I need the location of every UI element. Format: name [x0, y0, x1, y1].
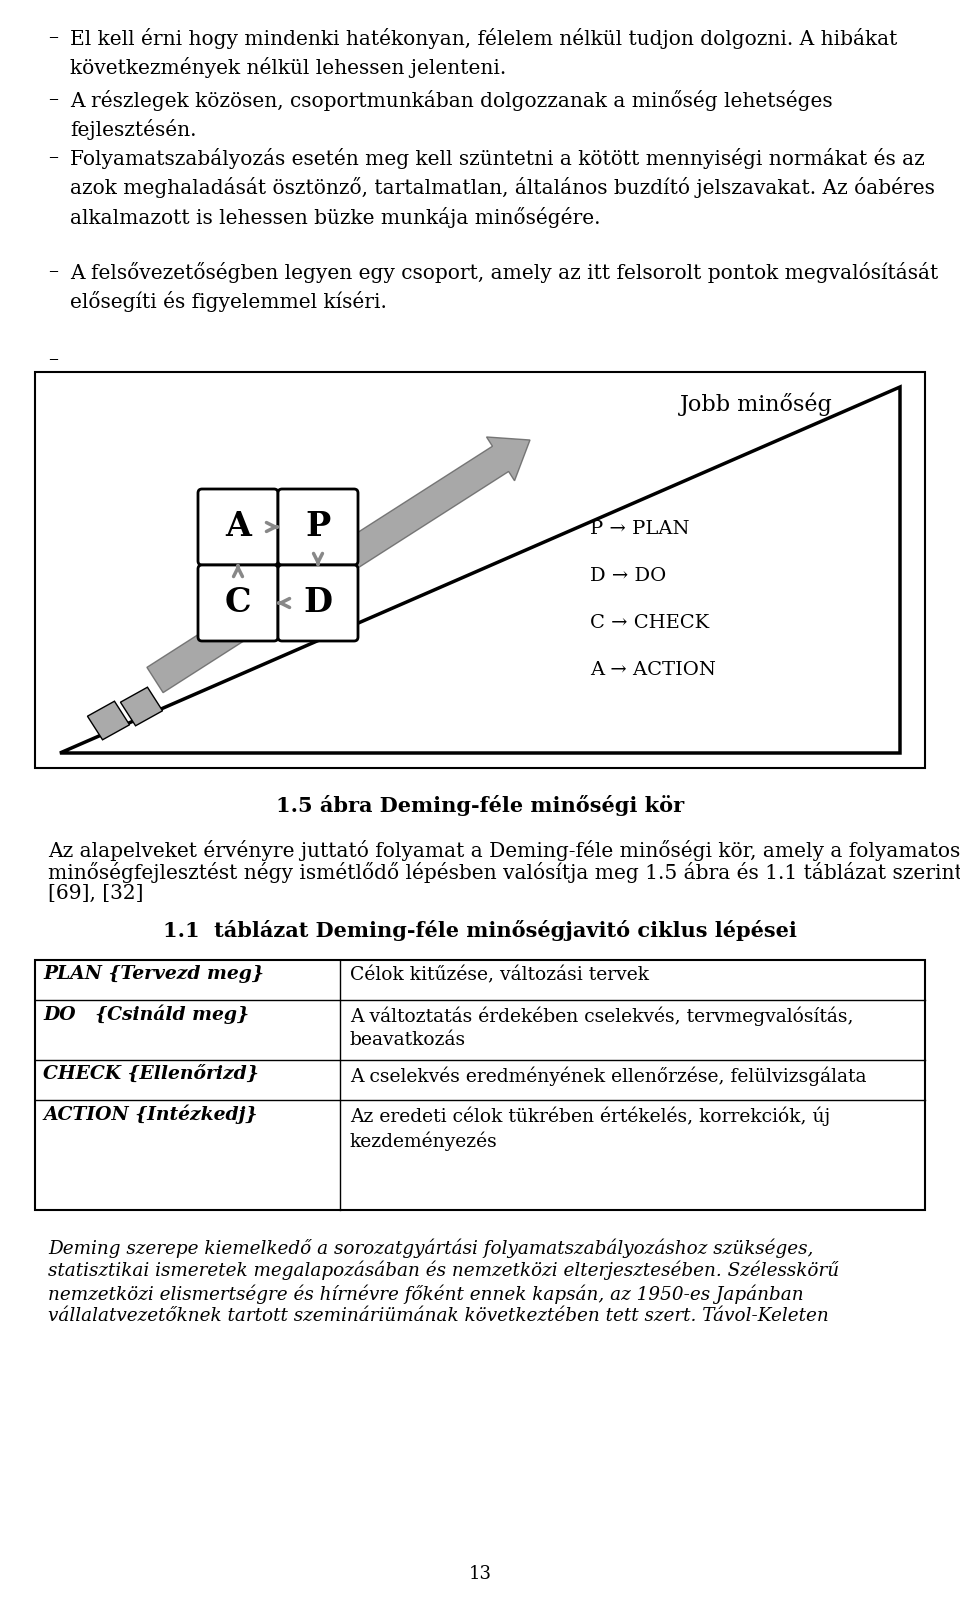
Text: –: –	[48, 29, 58, 46]
Text: minőségfejlesztést négy ismétlődő lépésben valósítja meg 1.5 ábra és 1.1 tábláza: minőségfejlesztést négy ismétlődő lépésb…	[48, 862, 960, 883]
Polygon shape	[120, 688, 162, 726]
Text: DO   {Csináld meg}: DO {Csináld meg}	[43, 1006, 249, 1025]
Text: D → DO: D → DO	[590, 568, 666, 585]
Text: A → ACTION: A → ACTION	[590, 660, 716, 680]
Text: PLAN {Tervezd meg}: PLAN {Tervezd meg}	[43, 966, 264, 983]
Text: A részlegek közösen, csoportmunkában dolgozzanak a minőség lehetséges
fejlesztés: A részlegek közösen, csoportmunkában dol…	[70, 90, 832, 141]
Text: CHECK {Ellenőrizd}: CHECK {Ellenőrizd}	[43, 1065, 259, 1083]
Text: [69], [32]: [69], [32]	[48, 884, 143, 903]
FancyArrow shape	[147, 437, 530, 692]
Text: Jobb minőség: Jobb minőség	[680, 392, 832, 416]
Text: P: P	[305, 510, 330, 544]
Text: Célok kitűzése, változási tervek: Célok kitűzése, változási tervek	[350, 966, 649, 983]
Text: Az eredeti célok tükrében értékelés, korrekciók, új
kezdeményezés: Az eredeti célok tükrében értékelés, kor…	[350, 1107, 830, 1151]
Text: Folyamatszabályozás esetén meg kell szüntetni a kötött mennyiségi normákat és az: Folyamatszabályozás esetén meg kell szün…	[70, 149, 935, 229]
Text: A változtatás érdekében cselekvés, tervmegvalósítás,
beavatkozás: A változtatás érdekében cselekvés, tervm…	[350, 1006, 853, 1049]
Text: ACTION {Intézkedj}: ACTION {Intézkedj}	[43, 1105, 257, 1124]
FancyBboxPatch shape	[198, 489, 278, 564]
Text: A cselekvés eredményének ellenőrzése, felülvizsgálata: A cselekvés eredményének ellenőrzése, fe…	[350, 1067, 867, 1086]
Text: 1.1  táblázat Deming-féle minőségjavitó ciklus lépései: 1.1 táblázat Deming-féle minőségjavitó c…	[163, 919, 797, 940]
Text: nemzetközi elismertségre és hírnévre főként ennek kapsán, az 1950-es Japánban: nemzetközi elismertségre és hírnévre fők…	[48, 1284, 804, 1303]
Text: El kell érni hogy mindenki hatékonyan, félelem nélkül tudjon dolgozni. A hibákat: El kell érni hogy mindenki hatékonyan, f…	[70, 29, 898, 78]
Text: P → PLAN: P → PLAN	[590, 520, 689, 537]
Text: –: –	[48, 350, 58, 369]
Text: A felsővezetőségben legyen egy csoport, amely az itt felsorolt pontok megvalósít: A felsővezetőségben legyen egy csoport, …	[70, 262, 938, 312]
Bar	[35, 959, 925, 1210]
Text: vállalatvezetőknek tartott szemináriümának következtében tett szert. Távol-Kelet: vállalatvezetőknek tartott szemináriümán…	[48, 1306, 828, 1326]
Text: –: –	[48, 149, 58, 166]
Text: C: C	[225, 587, 252, 619]
Text: statisztikai ismeretek megalapozásában és nemzetközi elterjesztesében. Szélesskö: statisztikai ismeretek megalapozásában é…	[48, 1262, 839, 1281]
Bar	[35, 373, 925, 768]
Text: C → CHECK: C → CHECK	[590, 614, 709, 632]
Text: D: D	[303, 587, 332, 619]
FancyBboxPatch shape	[198, 564, 278, 641]
FancyBboxPatch shape	[278, 564, 358, 641]
Text: 1.5 ábra Deming-féle minőségi kör: 1.5 ábra Deming-féle minőségi kör	[276, 795, 684, 815]
Text: 13: 13	[468, 1565, 492, 1583]
Text: A: A	[225, 510, 251, 544]
Text: Deming szerepe kiemelkedő a sorozatgyártási folyamatszabályozáshoz szükséges,: Deming szerepe kiemelkedő a sorozatgyárt…	[48, 1238, 813, 1257]
FancyBboxPatch shape	[278, 489, 358, 564]
Text: –: –	[48, 262, 58, 281]
Text: Az alapelveket érvényre juttató folyamat a Deming-féle minőségi kör, amely a fol: Az alapelveket érvényre juttató folyamat…	[48, 839, 960, 860]
Polygon shape	[87, 702, 130, 740]
Text: –: –	[48, 90, 58, 109]
